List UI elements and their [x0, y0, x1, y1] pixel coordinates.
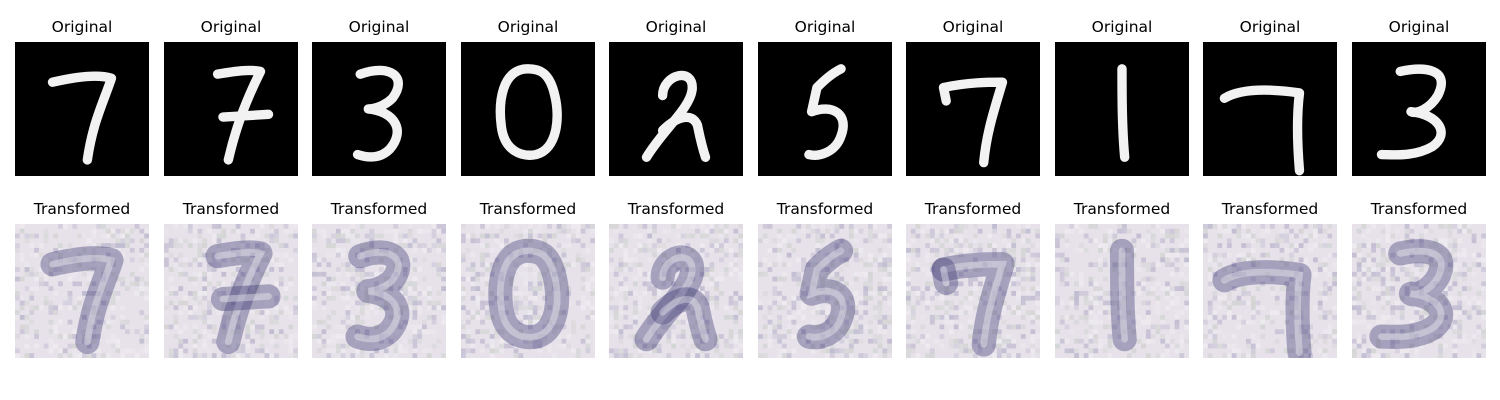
- transformed-digit-image: [1055, 224, 1189, 358]
- original-digit-image: [1203, 42, 1337, 176]
- digit-highlight: [805, 247, 847, 341]
- transformed-digit-image: [1352, 224, 1486, 358]
- digit-stroke: [938, 77, 1008, 168]
- transformed-digit-image: [1203, 224, 1337, 358]
- panel-title: Transformed: [33, 200, 131, 218]
- digit-shadow: [345, 240, 411, 351]
- panel-title: Original: [51, 18, 113, 36]
- panel-title: Original: [497, 18, 559, 36]
- digit-stroke: [1219, 85, 1305, 176]
- original-digit-image: [1055, 42, 1189, 176]
- panel-title: Original: [1091, 18, 1153, 36]
- digit-stroke: [804, 64, 848, 160]
- panel-title: Original: [348, 18, 410, 36]
- panel-title: Transformed: [924, 200, 1022, 218]
- panel-title: Original: [645, 18, 707, 36]
- digit-shadow: [931, 252, 1015, 357]
- original-digit-image: [312, 42, 446, 176]
- digit-stroke: [352, 65, 403, 162]
- digit-shadow: [634, 245, 705, 352]
- original-digit-image: [906, 42, 1040, 176]
- digit-highlight: [214, 249, 266, 346]
- digit-shadow: [1369, 239, 1454, 349]
- digit-shadow: [1109, 238, 1137, 352]
- digit-shadow: [205, 240, 273, 354]
- original-digit-image: [15, 42, 149, 176]
- digit-highlight: [643, 254, 696, 343]
- panel-title: Transformed: [776, 200, 874, 218]
- panel-title: Original: [794, 18, 856, 36]
- digit-highlight: [1221, 268, 1304, 356]
- panel-title: Original: [942, 18, 1004, 36]
- panel-title: Transformed: [479, 200, 577, 218]
- digit-stroke: [641, 70, 697, 162]
- digit-highlight: [1118, 247, 1129, 343]
- digit-stroke: [1117, 64, 1130, 162]
- panel-title: Original: [200, 18, 262, 36]
- panel-title: Original: [1388, 18, 1450, 36]
- transformed-digit-image: [609, 224, 743, 358]
- digit-shadow: [210, 284, 281, 312]
- panel-title: Transformed: [182, 200, 280, 218]
- transformed-digit-image: [312, 224, 446, 358]
- digit-shadow: [931, 257, 959, 296]
- digit-stroke: [938, 82, 951, 106]
- original-digit-image: [1352, 42, 1486, 176]
- digit-stroke: [47, 71, 117, 165]
- digit-highlight: [497, 247, 561, 341]
- transformed-digit-image: [461, 224, 595, 358]
- digit-shadow: [1212, 260, 1312, 358]
- digit-highlight: [940, 266, 950, 287]
- panel-title: Transformed: [1073, 200, 1171, 218]
- digit-shadow: [650, 287, 718, 352]
- panel-title: Original: [1239, 18, 1301, 36]
- original-digit-image: [164, 42, 298, 176]
- transformed-digit-image: [15, 224, 149, 358]
- panel-title: Transformed: [330, 200, 428, 218]
- digit-highlight: [1378, 247, 1445, 341]
- transformed-digit-image: [164, 224, 298, 358]
- digit-shadow: [796, 238, 856, 350]
- digit-highlight: [219, 293, 272, 303]
- digit-shadow: [488, 238, 570, 350]
- panel-title: Transformed: [1221, 200, 1319, 218]
- digit-highlight: [659, 296, 709, 343]
- digit-stroke: [657, 112, 711, 162]
- digit-stroke: [495, 64, 562, 160]
- panel-title: Transformed: [627, 200, 725, 218]
- digit-stroke: [218, 109, 274, 122]
- digit-highlight: [940, 260, 1007, 348]
- digit-highlight: [49, 254, 116, 346]
- original-digit-image: [609, 42, 743, 176]
- transformed-digit-image: [758, 224, 892, 358]
- digit-stroke: [212, 65, 266, 165]
- original-digit-image: [758, 42, 892, 176]
- panel-title: Transformed: [1370, 200, 1468, 218]
- digit-shadow: [40, 246, 124, 354]
- digit-highlight: [354, 249, 402, 343]
- original-digit-image: [461, 42, 595, 176]
- transformed-digit-image: [906, 224, 1040, 358]
- digit-stroke: [1376, 64, 1446, 160]
